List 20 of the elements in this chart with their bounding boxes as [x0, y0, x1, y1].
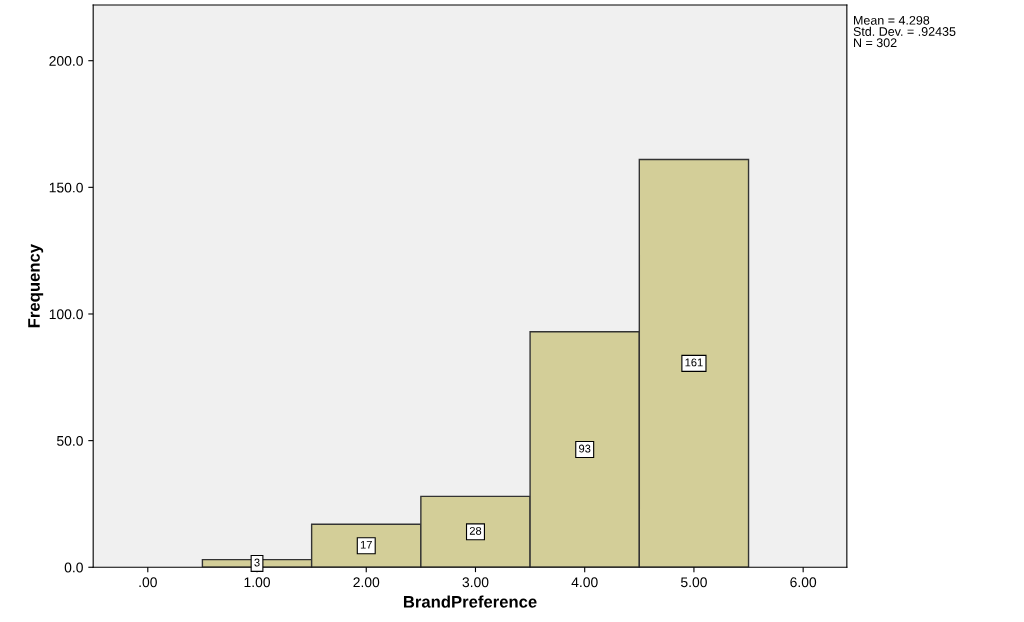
x-tick-label: 4.00 — [571, 577, 598, 588]
x-tick-label: 1.00 — [244, 577, 270, 588]
y-axis-title: Frequency — [28, 244, 44, 328]
data-label: 161 — [685, 358, 703, 367]
x-tick-label: 5.00 — [680, 577, 707, 588]
data-label: 28 — [469, 526, 482, 535]
x-tick-label: .00 — [139, 577, 157, 588]
y-tick-label: 0.0 — [64, 562, 83, 573]
y-tick-label: 100.0 — [49, 309, 83, 320]
text: Mean = 4.298 Std. Dev. = .92435 N = 302 — [853, 15, 956, 48]
y-tick-label: 50.0 — [56, 435, 83, 446]
y-tick-label: 200.0 — [49, 56, 83, 66]
x-axis-title: BrandPreference — [403, 595, 537, 608]
x-tick-label: 3.00 — [462, 577, 489, 588]
data-label: 17 — [360, 540, 372, 549]
data-label: 93 — [579, 444, 591, 453]
x-tick-label: 2.00 — [353, 577, 380, 588]
y-tick-label: 150.0 — [49, 182, 83, 193]
data-label: 3 — [254, 558, 260, 567]
x-tick-label: 6.00 — [790, 577, 817, 588]
